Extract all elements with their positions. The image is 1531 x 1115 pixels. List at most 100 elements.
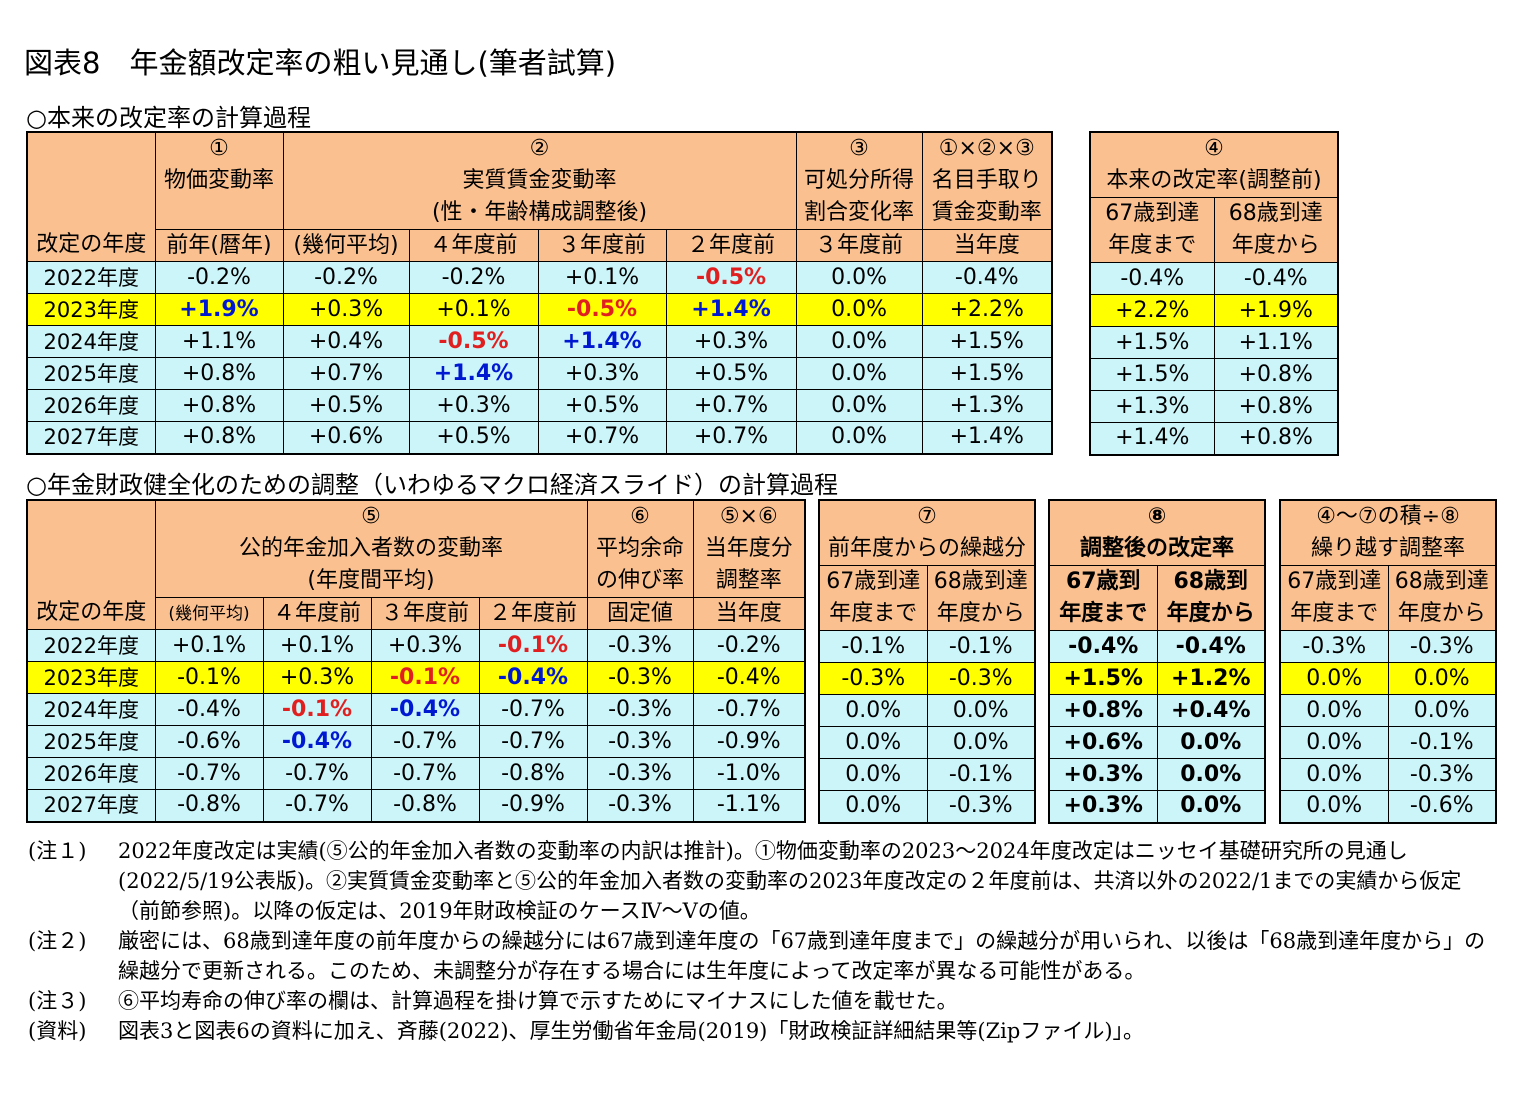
value-cell: -0.4% (1049, 631, 1157, 663)
value-cell: +0.5% (666, 358, 796, 390)
subheader: ２年度前 (666, 230, 796, 262)
value-cell: +1.5% (1049, 663, 1157, 695)
table-row: +1.5% +0.8% (1090, 359, 1338, 391)
value-cell: -0.3% (587, 630, 693, 662)
table-row: +1.5% +1.2% (1049, 663, 1265, 695)
table-row: -0.3% -0.3% (819, 663, 1035, 695)
value-cell: -0.1% (1388, 727, 1496, 759)
value-cell: -0.3% (587, 790, 693, 822)
table-row: 2027年度 -0.8% -0.7% -0.8% -0.9% -0.3% -1.… (27, 790, 805, 822)
value-cell: -1.1% (693, 790, 805, 822)
subheader: (幾何平均) (155, 598, 263, 630)
note-1: (注１) 2022年度改定は実績(⑤公的年金加入者数の変動率の内訳は推計)。①物価… (28, 836, 1503, 926)
value-cell: 0.0% (1280, 695, 1388, 727)
value-cell: +0.3% (538, 358, 666, 390)
value-cell: -0.4% (693, 662, 805, 694)
table-row: +0.3% 0.0% (1049, 791, 1265, 823)
table-row: 2025年度 +0.8% +0.7% +1.4% +0.3% +0.5% 0.0… (27, 358, 1052, 390)
value-cell: -0.3% (587, 662, 693, 694)
header-enrollee-change: ⑤ 公的年金加入者数の変動率 (年度間平均) (155, 500, 587, 598)
value-cell: -0.1% (927, 759, 1035, 791)
value-cell: +0.7% (538, 422, 666, 454)
year-cell: 2022年度 (27, 630, 155, 662)
note-3: (注３) ⑥平均寿命の伸び率の欄は、計算過程を掛け算で示すためにマイナスにした値を… (28, 986, 1503, 1016)
note-text: 厳密には、68歳到達年度の前年度からの繰越分には67歳到達年度の「67歳到達年度… (118, 926, 1503, 986)
value-cell: +1.1% (155, 326, 283, 358)
table-row: 0.0% -0.1% (1280, 727, 1496, 759)
table-row: -0.3% -0.3% (1280, 631, 1496, 663)
value-cell: -0.7% (155, 758, 263, 790)
value-cell: 0.0% (1388, 663, 1496, 695)
value-cell: +0.1% (538, 262, 666, 294)
value-cell: -0.9% (693, 726, 805, 758)
value-cell: +0.8% (155, 390, 283, 422)
value-cell: -0.3% (587, 694, 693, 726)
table-row: 0.0% 0.0% (1280, 695, 1496, 727)
value-cell: 0.0% (1280, 727, 1388, 759)
page-title: 図表8 年金額改定率の粗い見通し(筆者試算) (24, 40, 616, 82)
table-row: 2027年度 +0.8% +0.6% +0.5% +0.7% +0.7% 0.0… (27, 422, 1052, 454)
table-row: -0.4% -0.4% (1090, 263, 1338, 295)
value-cell: -0.4% (155, 694, 263, 726)
value-cell: -0.3% (1388, 759, 1496, 791)
header-current-adjust: ⑤×⑥ 当年度分 調整率 (693, 500, 805, 598)
value-cell: 0.0% (1280, 663, 1388, 695)
value-cell: +0.5% (538, 390, 666, 422)
value-cell: +1.4% (409, 358, 538, 390)
value-cell: -0.8% (479, 758, 587, 790)
value-cell: +0.1% (263, 630, 371, 662)
table-carryover: ⑦ 前年度からの繰越分 67歳到達 年度まで 68歳到達 年度から -0.1% -0.1… (818, 499, 1036, 824)
value-cell: +0.3% (283, 294, 409, 326)
value-cell: +0.4% (283, 326, 409, 358)
value-cell: +0.5% (409, 422, 538, 454)
value-cell: +1.4% (538, 326, 666, 358)
value-cell: -0.3% (587, 726, 693, 758)
header-price: ① 物価変動率 (155, 132, 283, 230)
value-cell: +0.8% (155, 358, 283, 390)
value-cell: 0.0% (796, 326, 922, 358)
value-cell: -0.6% (155, 726, 263, 758)
value-cell: -0.6% (1388, 791, 1496, 823)
table-row: +1.4% +0.8% (1090, 423, 1338, 455)
note-label: (資料) (28, 1016, 118, 1046)
header-carry-forward: ④～⑦の積÷⑧ 繰り越す調整率 (1280, 500, 1496, 566)
note-text: ⑥平均寿命の伸び率の欄は、計算過程を掛け算で示すためにマイナスにした値を載せた。 (118, 986, 1503, 1016)
year-cell: 2024年度 (27, 326, 155, 358)
table-row: 0.0% -0.3% (1280, 759, 1496, 791)
value-cell: +1.3% (1090, 391, 1214, 423)
value-cell: 0.0% (927, 727, 1035, 759)
header-adjusted-rate: ⑧ 調整後の改定率 (1049, 500, 1265, 566)
value-cell: +1.4% (1090, 423, 1214, 455)
table-row: 2024年度 +1.1% +0.4% -0.5% +1.4% +0.3% 0.0… (27, 326, 1052, 358)
value-cell: 0.0% (819, 695, 927, 727)
value-cell: -0.4% (922, 262, 1052, 294)
value-cell: -0.1% (263, 694, 371, 726)
note-text: 2022年度改定は実績(⑤公的年金加入者数の変動率の内訳は推計)。①物価変動率の… (118, 836, 1503, 926)
subheader: (幾何平均) (283, 230, 409, 262)
value-cell: -0.4% (1157, 631, 1265, 663)
value-cell: +1.2% (1157, 663, 1265, 695)
value-cell: 0.0% (1280, 759, 1388, 791)
value-cell: +1.4% (666, 294, 796, 326)
note-label: (注３) (28, 986, 118, 1016)
header-nominal-wage: ①×②×③ 名目手取り 賃金変動率 (922, 132, 1052, 230)
table-row: +0.8% +0.4% (1049, 695, 1265, 727)
table-row: 0.0% 0.0% (1280, 663, 1496, 695)
table-base-rate-before-adjust: ④ 本来の改定率(調整前) 67歳到達 年度まで 68歳到達 年度から -0.4% -0… (1089, 131, 1339, 456)
year-cell: 2023年度 (27, 662, 155, 694)
value-cell: -0.9% (479, 790, 587, 822)
value-cell: -0.8% (155, 790, 263, 822)
value-cell: -0.2% (409, 262, 538, 294)
value-cell: 0.0% (819, 727, 927, 759)
value-cell: -0.2% (155, 262, 283, 294)
value-cell: -0.4% (371, 694, 479, 726)
value-cell: -0.2% (283, 262, 409, 294)
year-cell: 2026年度 (27, 390, 155, 422)
table-row: 2025年度 -0.6% -0.4% -0.7% -0.7% -0.3% -0.… (27, 726, 805, 758)
subheader: 67歳到 年度まで (1049, 566, 1157, 631)
value-cell: +1.1% (1214, 327, 1338, 359)
value-cell: +1.9% (1214, 295, 1338, 327)
table-row: 2024年度 -0.4% -0.1% -0.4% -0.7% -0.3% -0.… (27, 694, 805, 726)
value-cell: -0.4% (1090, 263, 1214, 295)
value-cell: +0.6% (283, 422, 409, 454)
